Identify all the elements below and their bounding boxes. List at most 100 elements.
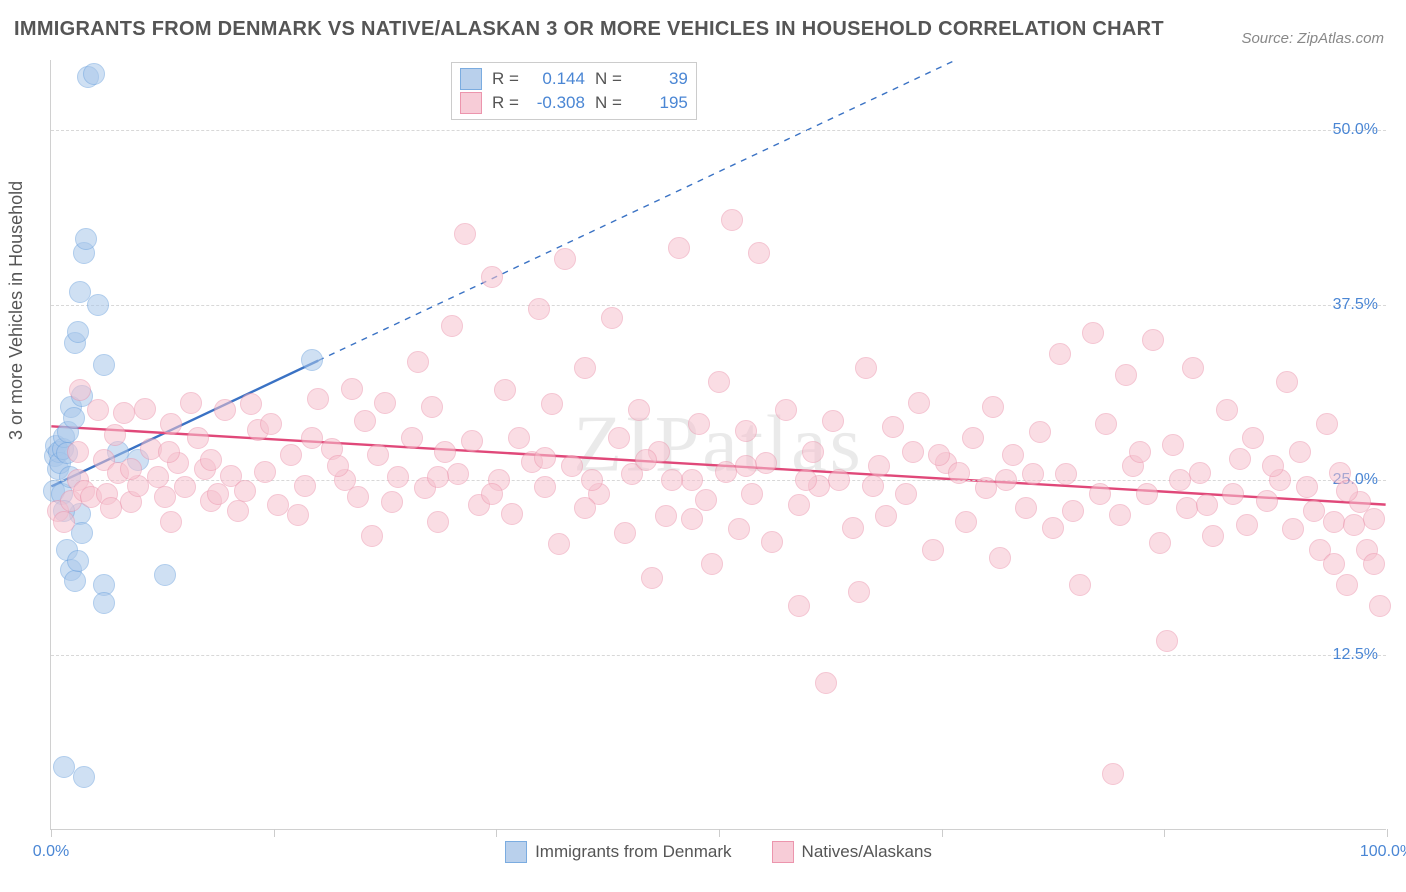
scatter-point [1296, 476, 1318, 498]
regression-lines [51, 60, 1386, 829]
scatter-point [374, 392, 396, 414]
scatter-point [708, 371, 730, 393]
scatter-point [842, 517, 864, 539]
scatter-point [895, 483, 917, 505]
scatter-point [93, 354, 115, 376]
scatter-point [67, 550, 89, 572]
scatter-point [341, 378, 363, 400]
scatter-point [1149, 532, 1171, 554]
scatter-point [1222, 483, 1244, 505]
scatter-point [574, 357, 596, 379]
scatter-point [307, 388, 329, 410]
scatter-point [761, 531, 783, 553]
scatter-point [87, 294, 109, 316]
y-tick-label: 37.5% [1333, 296, 1378, 314]
scatter-point [447, 463, 469, 485]
r-value-a: 0.144 [529, 67, 585, 91]
scatter-point [922, 539, 944, 561]
scatter-point [962, 427, 984, 449]
r-label: R = [492, 67, 519, 91]
y-axis-label: 3 or more Vehicles in Household [6, 181, 27, 440]
scatter-point [75, 228, 97, 250]
scatter-point [1316, 413, 1338, 435]
scatter-point [1049, 343, 1071, 365]
n-value-a: 39 [632, 67, 688, 91]
scatter-point [635, 449, 657, 471]
scatter-point [421, 396, 443, 418]
scatter-point [1216, 399, 1238, 421]
scatter-point [93, 592, 115, 614]
scatter-point [1289, 441, 1311, 463]
scatter-point [53, 756, 75, 778]
scatter-point [1109, 504, 1131, 526]
scatter-point [427, 466, 449, 488]
scatter-point [104, 424, 126, 446]
y-tick-label: 12.5% [1333, 646, 1378, 664]
scatter-point [908, 392, 930, 414]
n-label: N = [595, 67, 622, 91]
scatter-point [601, 307, 623, 329]
scatter-point [1142, 329, 1164, 351]
scatter-point [1236, 514, 1258, 536]
scatter-point [614, 522, 636, 544]
scatter-point [548, 533, 570, 555]
n-label: N = [595, 91, 622, 115]
scatter-point [361, 525, 383, 547]
scatter-point [1256, 490, 1278, 512]
x-tick [1164, 829, 1165, 837]
scatter-point [775, 399, 797, 421]
scatter-point [1363, 553, 1385, 575]
grid-line [51, 655, 1386, 656]
scatter-point [681, 508, 703, 530]
scatter-point [381, 491, 403, 513]
scatter-point [1095, 413, 1117, 435]
scatter-point [735, 455, 757, 477]
scatter-point [154, 564, 176, 586]
scatter-point [574, 497, 596, 519]
scatter-point [741, 483, 763, 505]
scatter-point [975, 477, 997, 499]
scatter-point [721, 209, 743, 231]
x-tick [1387, 829, 1388, 837]
scatter-point [294, 475, 316, 497]
scatter-point [668, 237, 690, 259]
scatter-point [1129, 441, 1151, 463]
scatter-point [1303, 500, 1325, 522]
scatter-point [160, 413, 182, 435]
scatter-point [1102, 763, 1124, 785]
scatter-point [695, 489, 717, 511]
scatter-point [989, 547, 1011, 569]
scatter-point [134, 398, 156, 420]
scatter-point [1323, 511, 1345, 533]
grid-line [51, 130, 1386, 131]
scatter-point [287, 504, 309, 526]
scatter-point [207, 483, 229, 505]
scatter-point [1202, 525, 1224, 547]
scatter-point [641, 567, 663, 589]
scatter-point [158, 441, 180, 463]
scatter-point [200, 449, 222, 471]
scatter-point [501, 503, 523, 525]
scatter-point [581, 469, 603, 491]
scatter-point [1002, 444, 1024, 466]
scatter-point [748, 242, 770, 264]
scatter-point [113, 402, 135, 424]
scatter-point [1156, 630, 1178, 652]
scatter-point [788, 494, 810, 516]
scatter-point [301, 427, 323, 449]
scatter-point [802, 441, 824, 463]
scatter-point [608, 427, 630, 449]
x-tick-label: 0.0% [33, 843, 69, 861]
scatter-point [1282, 518, 1304, 540]
series-legend: Immigrants from Denmark Natives/Alaskans [51, 841, 1386, 863]
scatter-point [795, 469, 817, 491]
scatter-point [1189, 462, 1211, 484]
scatter-point [1062, 500, 1084, 522]
scatter-point [180, 392, 202, 414]
scatter-point [1015, 497, 1037, 519]
scatter-point [655, 505, 677, 527]
scatter-point [928, 444, 950, 466]
scatter-point [1162, 434, 1184, 456]
scatter-point [1042, 517, 1064, 539]
scatter-point [481, 483, 503, 505]
